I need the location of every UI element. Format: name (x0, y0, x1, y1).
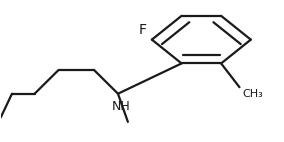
Text: NH: NH (111, 100, 130, 113)
Text: CH₃: CH₃ (242, 89, 263, 99)
Text: F: F (138, 23, 146, 37)
